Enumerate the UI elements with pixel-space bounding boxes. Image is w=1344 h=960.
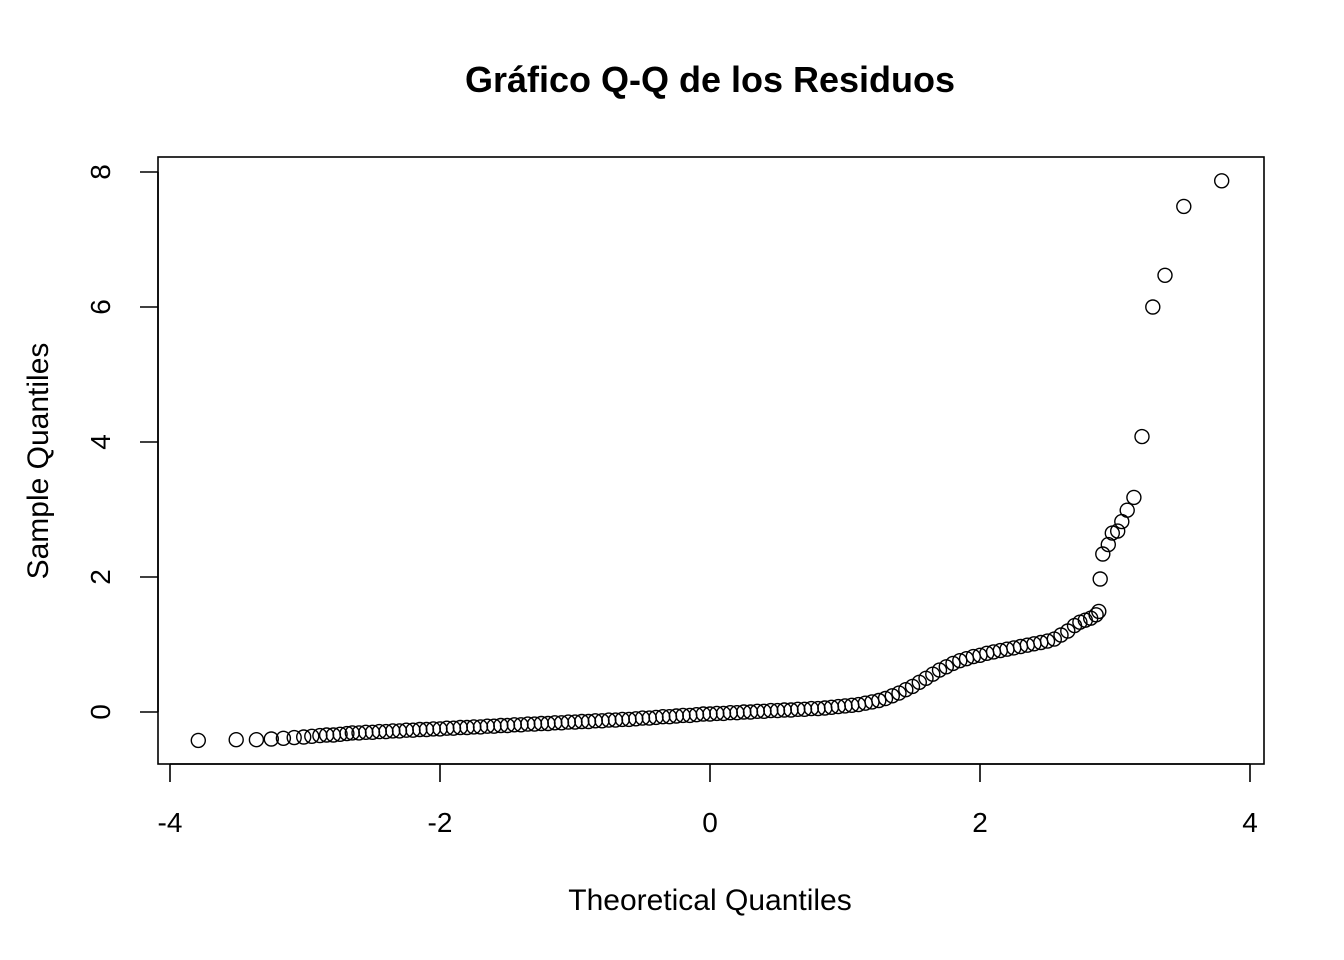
data-point [248, 732, 265, 748]
data-point [1176, 198, 1192, 215]
y-tick-label: 0 [85, 704, 116, 720]
data-point [1039, 633, 1056, 649]
data-point [1092, 571, 1108, 587]
x-tick-label: -2 [428, 807, 453, 838]
data-point [1095, 546, 1111, 562]
data-point [931, 662, 948, 678]
x-axis-label: Theoretical Quantiles [568, 884, 851, 917]
data-point [296, 729, 312, 745]
chart-title: Gráfico Q-Q de los Residuos [465, 59, 955, 100]
data-point [1157, 267, 1173, 283]
y-tick-label: 4 [85, 434, 116, 450]
data-point [1119, 502, 1135, 518]
y-axis: 0 2 4 6 8 [85, 164, 159, 720]
data-point [871, 692, 887, 709]
plot-area [157, 156, 1265, 765]
data-point [1088, 607, 1104, 623]
x-axis: -4 -2 0 2 4 [158, 763, 1258, 838]
x-tick-label: -4 [158, 807, 183, 838]
data-point [1109, 523, 1126, 539]
y-tick-label: 2 [85, 569, 116, 585]
y-tick-label: 6 [85, 299, 116, 315]
y-axis-label: Sample Quantiles [22, 343, 55, 580]
data-point [228, 732, 244, 748]
data-point [332, 726, 348, 742]
x-tick-label: 4 [1242, 807, 1258, 838]
data-point [304, 728, 320, 744]
data-point [190, 732, 207, 749]
data-point [884, 688, 900, 704]
data-point [1100, 536, 1117, 553]
data-point [945, 655, 961, 672]
data-point [1091, 603, 1107, 620]
data-point [1213, 173, 1230, 189]
data-point [1134, 428, 1150, 445]
x-tick-label: 2 [972, 807, 988, 838]
data-point [286, 729, 302, 746]
x-tick-label: 0 [702, 807, 718, 838]
data-point [263, 731, 279, 747]
data-point [1126, 489, 1142, 506]
data-point [1145, 299, 1161, 315]
data-points [190, 173, 1230, 749]
data-point [339, 725, 355, 742]
data-point [877, 690, 894, 707]
data-point [275, 730, 292, 746]
y-tick-label: 8 [85, 164, 116, 180]
